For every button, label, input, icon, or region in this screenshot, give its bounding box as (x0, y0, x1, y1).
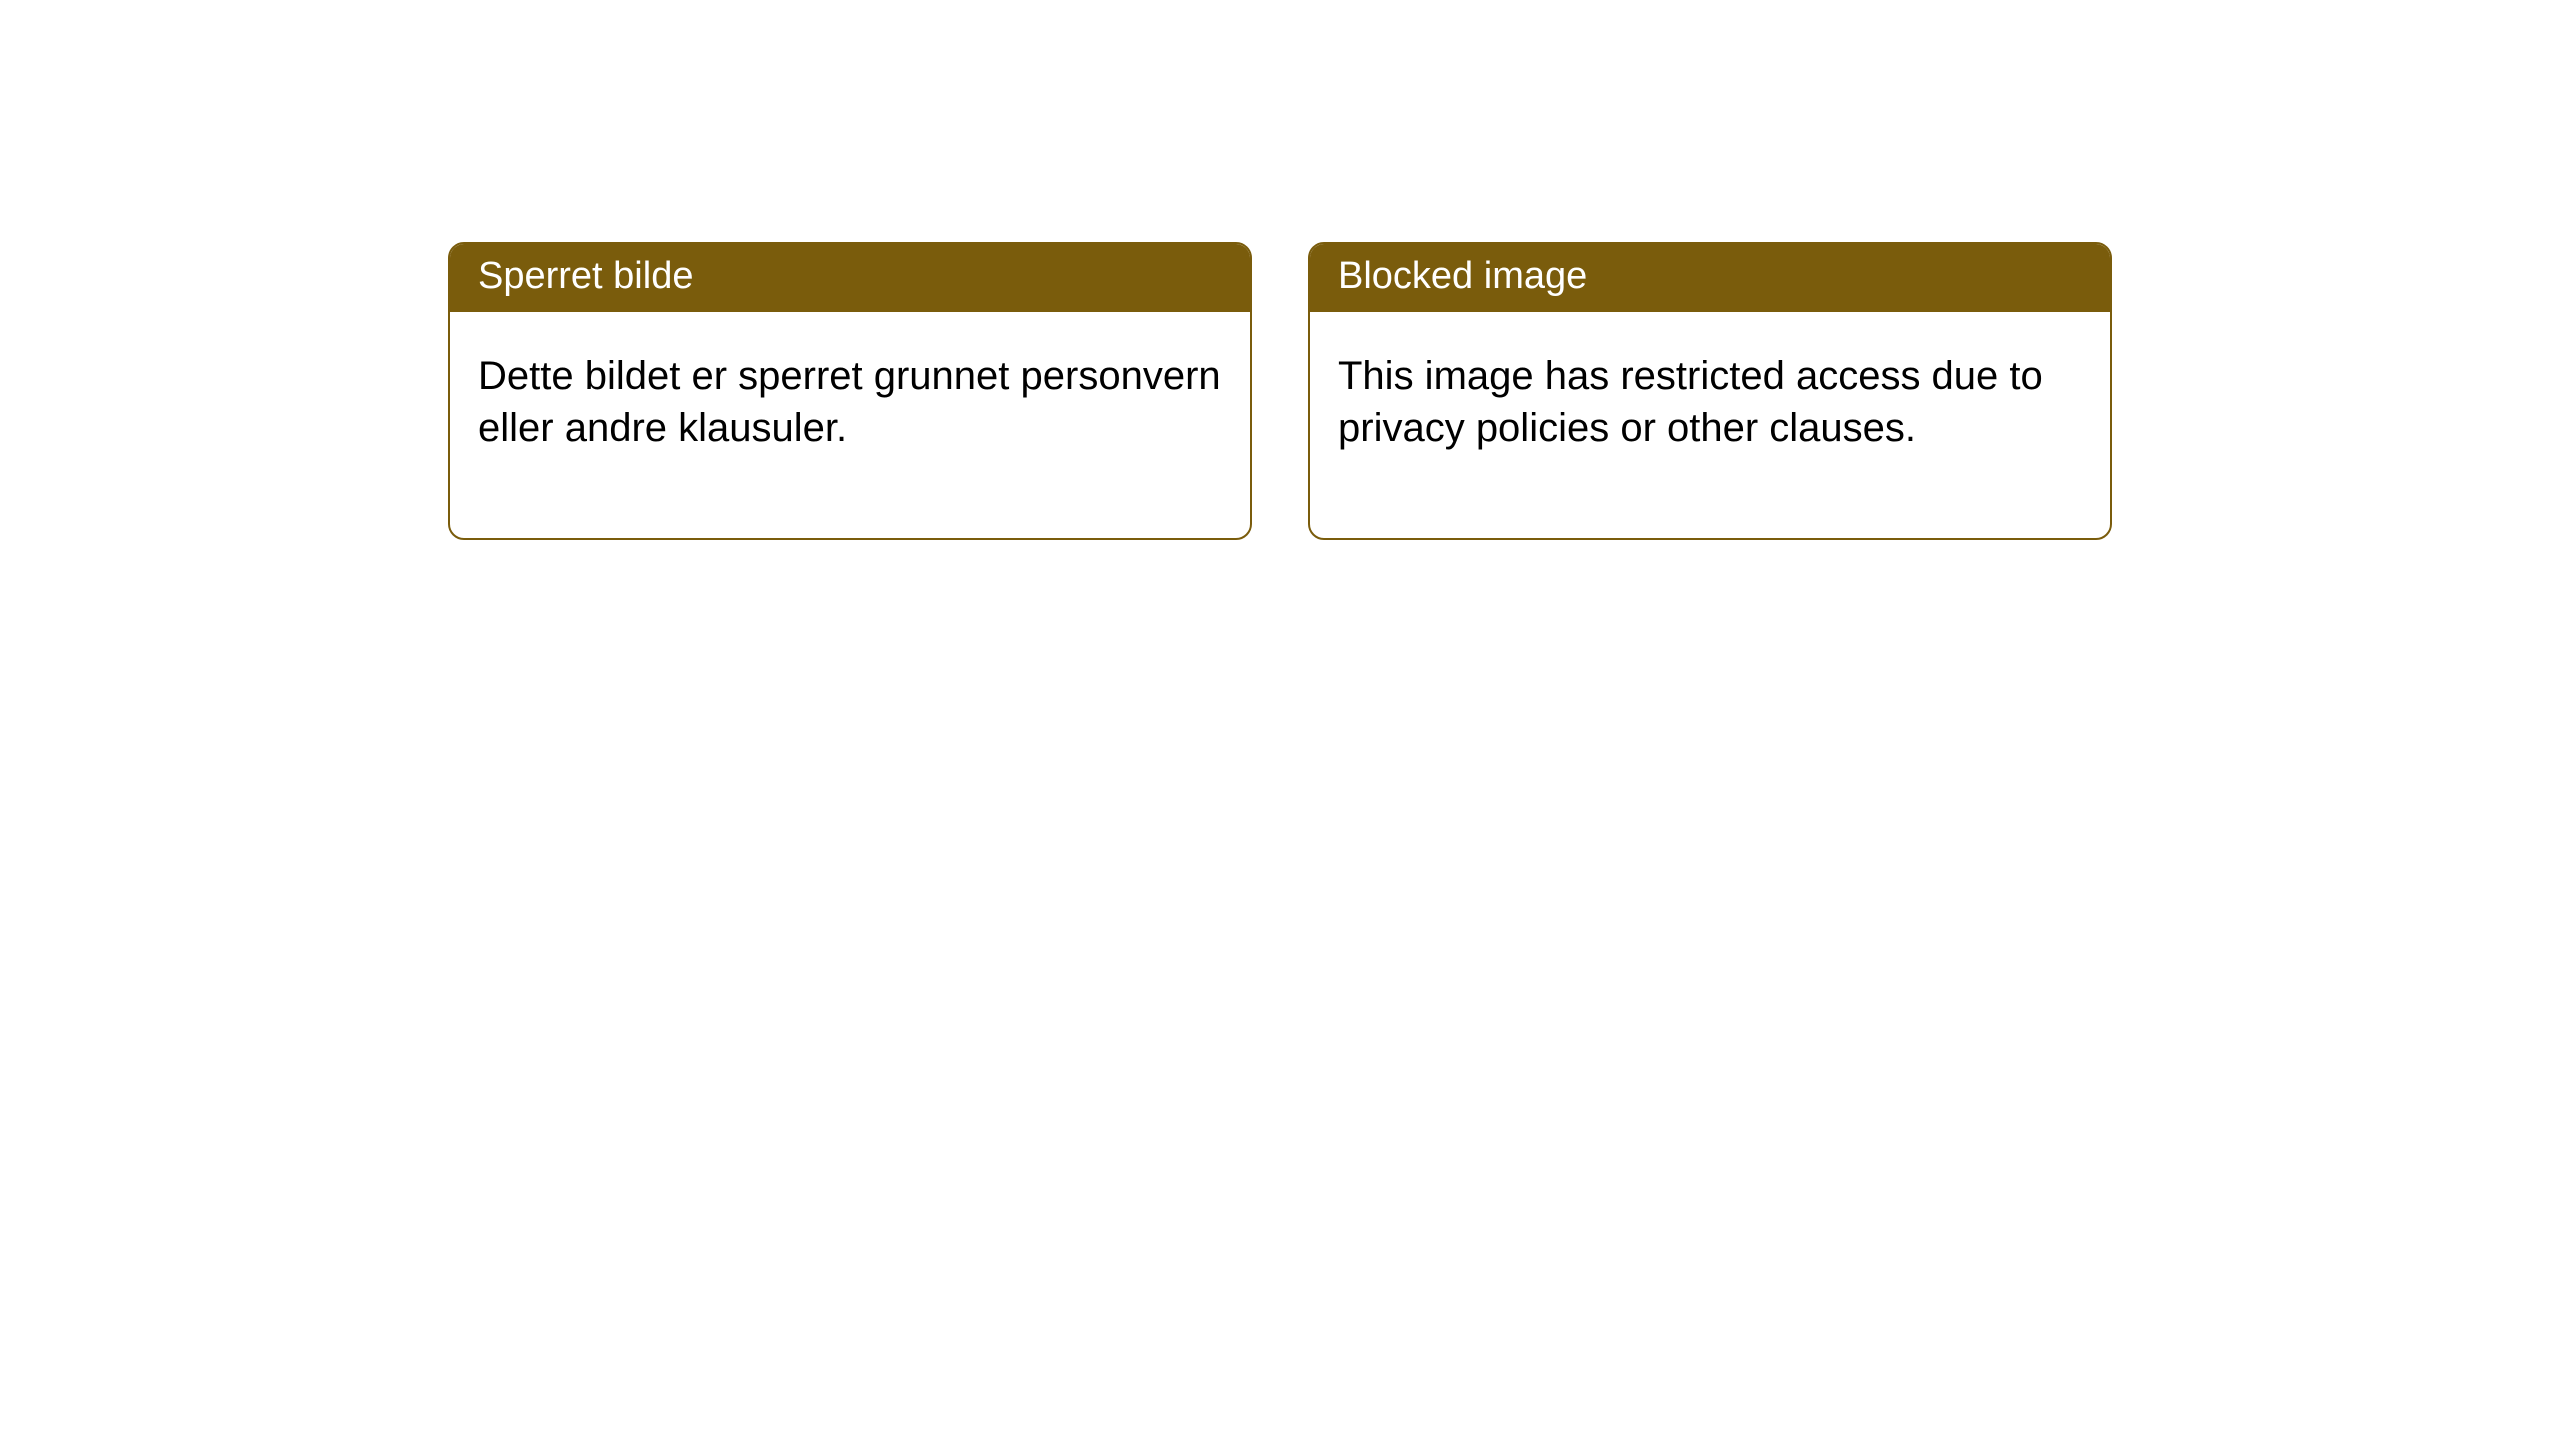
notice-body: This image has restricted access due to … (1310, 312, 2110, 538)
notice-container: Sperret bilde Dette bildet er sperret gr… (0, 0, 2560, 540)
notice-box-english: Blocked image This image has restricted … (1308, 242, 2112, 540)
notice-body: Dette bildet er sperret grunnet personve… (450, 312, 1250, 538)
notice-title: Blocked image (1310, 244, 2110, 312)
notice-title: Sperret bilde (450, 244, 1250, 312)
notice-box-norwegian: Sperret bilde Dette bildet er sperret gr… (448, 242, 1252, 540)
